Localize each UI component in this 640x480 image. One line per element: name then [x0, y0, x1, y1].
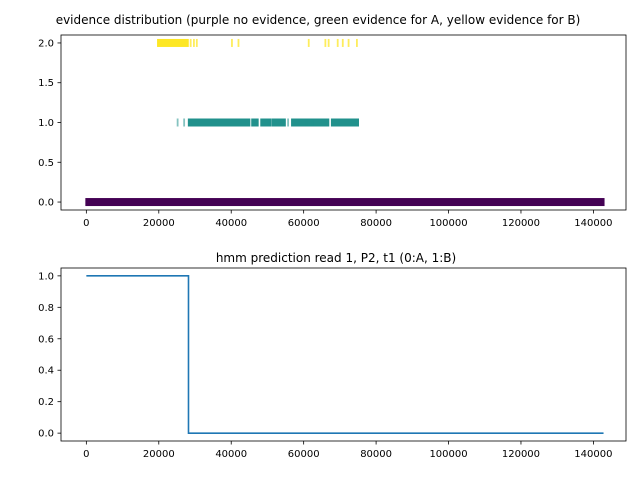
evidence-band — [271, 118, 286, 127]
y-tick-label: 0.0 — [38, 429, 54, 440]
evidence-mark — [231, 38, 233, 47]
x-tick-label: 20000 — [143, 218, 175, 229]
x-tick-label: 100000 — [429, 449, 467, 460]
evidence-mark — [267, 118, 270, 127]
x-tick-label: 20000 — [143, 449, 175, 460]
y-tick-label: 0.6 — [38, 334, 54, 345]
y-tick-label: 0.5 — [38, 158, 54, 169]
evidence-mark — [307, 38, 310, 47]
evidence-mark — [336, 38, 339, 47]
y-axis: 0.0 0.2 0.4 0.6 0.8 1.0 — [38, 271, 61, 440]
evidence-band — [85, 198, 605, 207]
evidence-mark — [287, 118, 289, 127]
evidence-mark — [193, 38, 195, 47]
evidence-mark — [305, 118, 308, 127]
evidence-mark — [327, 38, 330, 47]
y-axis: 0.0 0.5 1.0 1.5 2.0 — [38, 38, 61, 209]
x-tick-label: 40000 — [215, 218, 247, 229]
evidence-mark — [183, 118, 186, 127]
x-tick-label: 120000 — [502, 449, 540, 460]
x-tick-label: 120000 — [502, 218, 540, 229]
evidence-band — [260, 118, 272, 127]
x-tick-label: 0 — [83, 218, 89, 229]
x-axis: 0 20000 40000 60000 80000 100000 120000 140000 — [83, 441, 612, 460]
evidence-mark — [324, 38, 327, 47]
y-tick-label: 2.0 — [38, 38, 54, 49]
y-tick-label: 0.4 — [38, 366, 54, 377]
x-tick-label: 140000 — [574, 449, 612, 460]
y-tick-label: 0.0 — [38, 198, 54, 209]
y-tick-label: 0.8 — [38, 303, 54, 314]
evidence-mark — [356, 38, 358, 47]
evidence-mark — [347, 38, 350, 47]
x-tick-label: 80000 — [360, 449, 392, 460]
evidence-band — [157, 38, 189, 47]
x-tick-label: 0 — [83, 449, 89, 460]
x-tick-label: 40000 — [215, 449, 247, 460]
evidence-band — [251, 118, 259, 127]
hmm-prediction-chart: hmm prediction read 1, P2, t1 (0:A, 1:B)… — [38, 251, 627, 460]
y-tick-label: 0.2 — [38, 397, 54, 408]
evidence-mark — [237, 38, 240, 47]
evidence-band — [291, 118, 314, 127]
y-tick-label: 1.0 — [38, 118, 54, 129]
plot-area — [85, 38, 605, 207]
x-tick-label: 60000 — [288, 449, 320, 460]
evidence-mark — [176, 118, 179, 127]
y-tick-label: 1.5 — [38, 78, 54, 89]
y-tick-label: 1.0 — [38, 271, 54, 282]
evidence-mark — [311, 118, 314, 127]
evidence-distribution-chart: evidence distribution (purple no evidenc… — [38, 13, 627, 229]
x-tick-label: 100000 — [429, 218, 467, 229]
x-tick-label: 80000 — [360, 218, 392, 229]
evidence-mark — [189, 38, 192, 47]
chart-title: evidence distribution (purple no evidenc… — [56, 13, 581, 27]
plot-area — [86, 275, 604, 434]
x-axis: 0 20000 40000 60000 80000 100000 120000 140000 — [83, 210, 612, 229]
evidence-band — [312, 118, 330, 127]
evidence-mark — [195, 38, 198, 47]
evidence-mark — [341, 38, 344, 47]
prediction-line — [86, 275, 604, 434]
evidence-band — [187, 118, 251, 127]
axes-frame — [60, 267, 627, 442]
chart-title: hmm prediction read 1, P2, t1 (0:A, 1:B) — [216, 251, 456, 265]
x-tick-label: 140000 — [574, 218, 612, 229]
evidence-band — [330, 118, 359, 127]
x-tick-label: 60000 — [288, 218, 320, 229]
